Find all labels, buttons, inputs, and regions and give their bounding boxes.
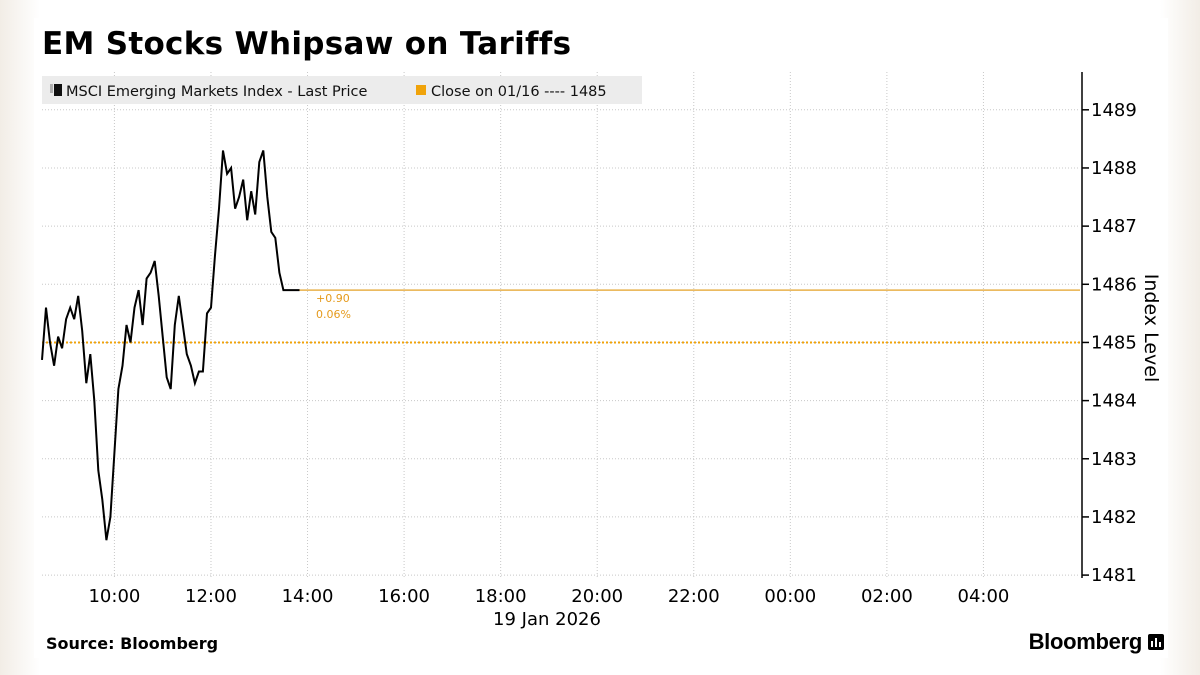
y-tick-label: 1489 xyxy=(1091,100,1137,121)
chart-title: EM Stocks Whipsaw on Tariffs xyxy=(42,26,572,62)
x-tick-label: 00:00 xyxy=(764,586,816,607)
y-tick-label: 1485 xyxy=(1091,332,1137,353)
y-tick-label: 1487 xyxy=(1091,216,1137,237)
brand-logo: Bloomberg xyxy=(1029,629,1164,655)
y-tick-label: 1488 xyxy=(1091,158,1137,179)
y-axis-ticks: 1481 1482 1483 1484 1485 1486 1487 1488 1489 xyxy=(1082,100,1137,586)
y-tick-label: 1484 xyxy=(1091,391,1137,412)
x-tick-label: 22:00 xyxy=(668,586,720,607)
x-tick-label: 14:00 xyxy=(282,586,334,607)
y-tick-label: 1483 xyxy=(1091,449,1137,470)
source-note: Source: Bloomberg xyxy=(46,634,219,653)
x-axis-ticks: 10:00 12:00 14:00 16:00 18:00 20:00 22:00 00:00… xyxy=(88,586,1009,607)
brand-chart-icon xyxy=(1148,634,1164,650)
x-tick-label: 04:00 xyxy=(958,586,1010,607)
x-axis-date-label: 19 Jan 2026 xyxy=(493,609,601,630)
legend-close-swatch xyxy=(416,85,426,95)
legend-series-label: MSCI Emerging Markets Index - Last Price xyxy=(66,84,368,100)
legend-background xyxy=(42,76,642,104)
x-tick-label: 18:00 xyxy=(475,586,527,607)
y-axis-title: Index Level xyxy=(1140,274,1162,383)
y-tick-label: 1486 xyxy=(1091,274,1137,295)
y-tick-label: 1482 xyxy=(1091,507,1137,528)
y-tick-label: 1481 xyxy=(1091,565,1137,586)
series-line xyxy=(41,150,300,541)
annotation-change-pct: 0.06% xyxy=(316,308,351,321)
x-tick-label: 10:00 xyxy=(88,586,140,607)
x-tick-label: 02:00 xyxy=(861,586,913,607)
annotation-change-abs: +0.90 xyxy=(316,292,350,305)
legend: MSCI Emerging Markets Index - Last Price… xyxy=(42,76,642,104)
legend-series-icon xyxy=(50,84,62,96)
x-tick-label: 12:00 xyxy=(185,586,237,607)
legend-close-label: Close on 01/16 ---- 1485 xyxy=(431,84,607,100)
chart-card xyxy=(34,18,1168,658)
brand-wordmark: Bloomberg xyxy=(1028,629,1143,654)
x-tick-label: 16:00 xyxy=(378,586,430,607)
gridlines xyxy=(42,72,1080,578)
x-tick-label: 20:00 xyxy=(571,586,623,607)
